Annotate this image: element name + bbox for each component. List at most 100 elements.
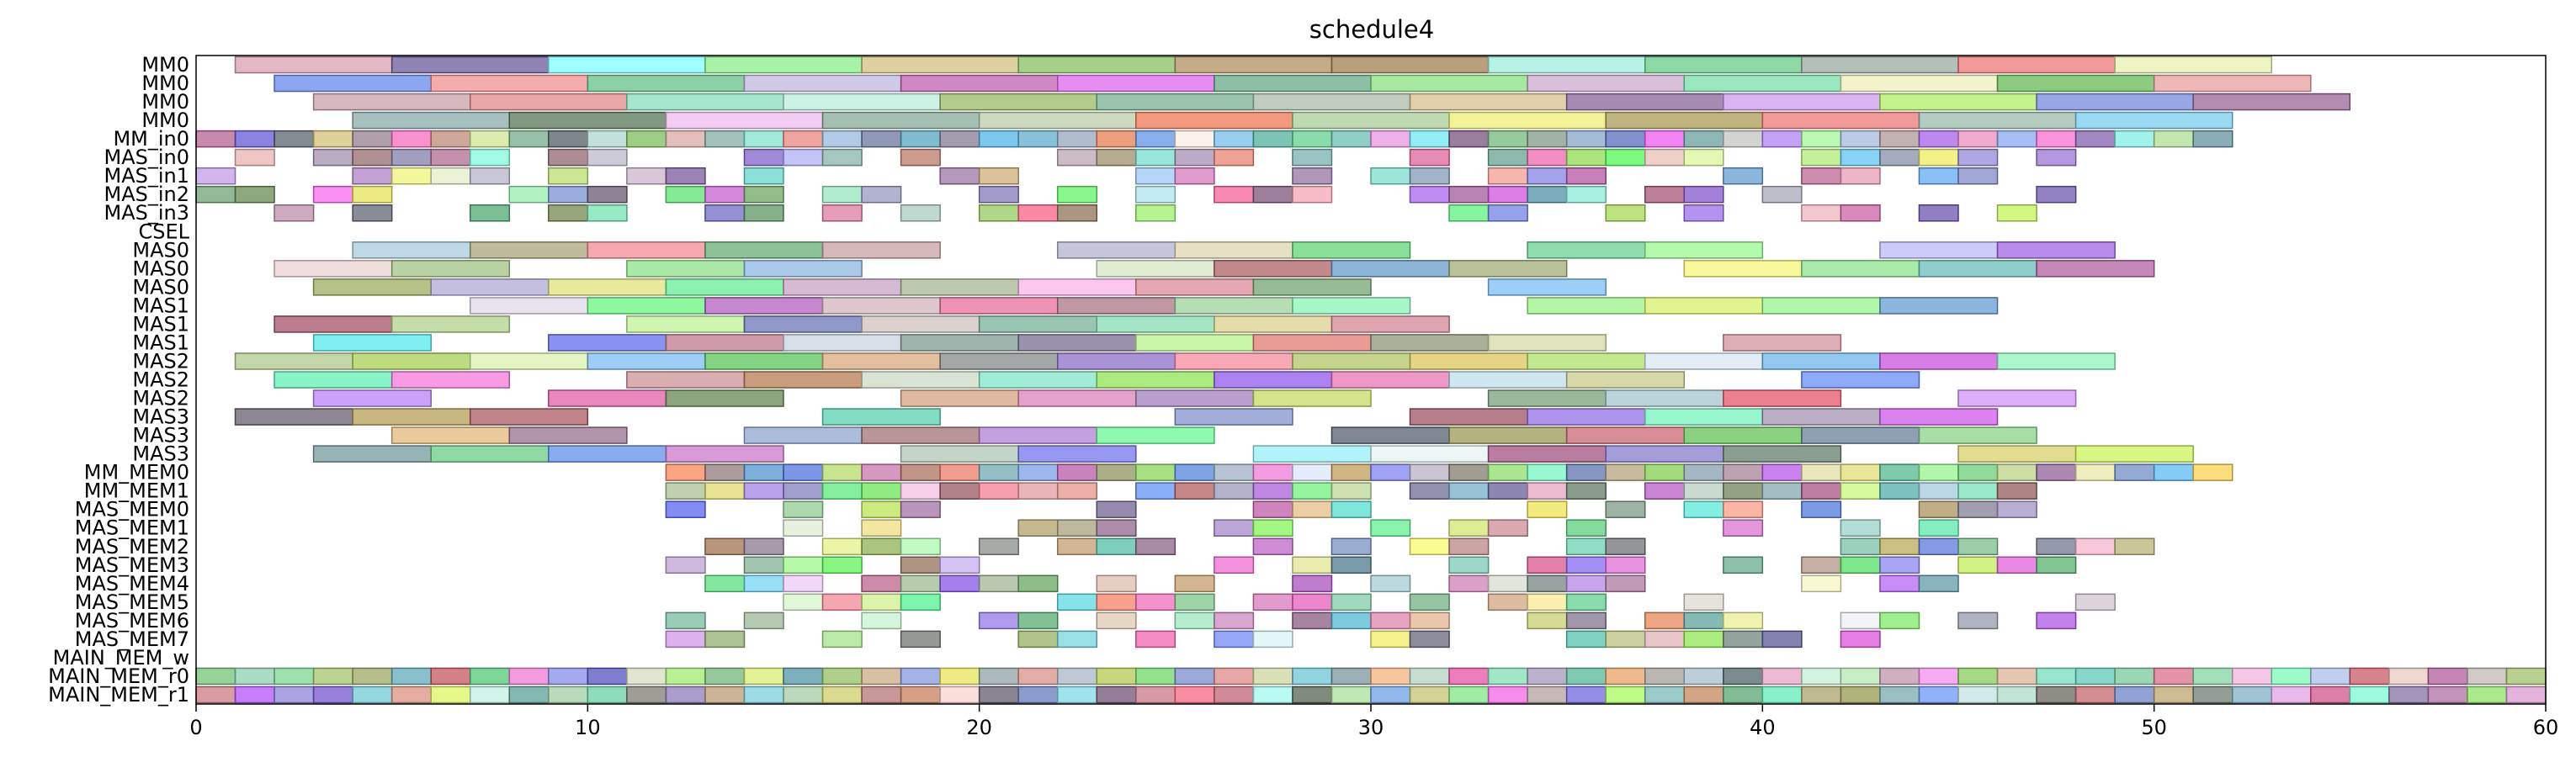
task-bar bbox=[900, 574, 941, 593]
task-bar bbox=[1135, 593, 1176, 611]
task-bar bbox=[861, 574, 902, 593]
task-bar bbox=[1135, 537, 1176, 556]
task-bar bbox=[978, 686, 1019, 704]
task-bar bbox=[1135, 482, 1176, 500]
row-label: MAS0 bbox=[132, 257, 189, 280]
task-bar bbox=[1918, 537, 1959, 556]
task-bar bbox=[1214, 556, 1255, 574]
task-bar bbox=[352, 408, 471, 426]
task-bar bbox=[508, 130, 550, 148]
task-bar bbox=[1723, 334, 1842, 352]
task-bar bbox=[861, 315, 980, 333]
task-bar bbox=[1448, 667, 1490, 686]
task-bar bbox=[1135, 463, 1176, 481]
task-bar bbox=[1644, 352, 1764, 370]
task-bar bbox=[900, 500, 941, 518]
task-bar bbox=[1527, 500, 1568, 518]
task-bar bbox=[2231, 686, 2273, 704]
task-bar bbox=[234, 408, 353, 426]
task-bar bbox=[352, 167, 393, 185]
task-bar bbox=[743, 463, 784, 481]
task-bar bbox=[939, 297, 1059, 315]
task-bar bbox=[978, 463, 1019, 481]
task-bar bbox=[1761, 111, 1920, 130]
task-bar bbox=[626, 686, 667, 704]
task-bar bbox=[1487, 334, 1607, 352]
row-label: MAS3 bbox=[132, 405, 189, 429]
task-bar bbox=[1996, 352, 2116, 370]
task-bar bbox=[2036, 260, 2155, 278]
task-bar bbox=[1723, 500, 1764, 518]
task-bar bbox=[1565, 463, 1607, 481]
task-bar bbox=[1448, 371, 1568, 389]
task-bar bbox=[1761, 463, 1803, 481]
task-bar bbox=[2271, 686, 2312, 704]
task-bar bbox=[508, 185, 550, 204]
task-bar bbox=[1605, 463, 1646, 481]
task-bar bbox=[1879, 574, 1920, 593]
row-label: MAS0 bbox=[132, 238, 189, 262]
task-bar bbox=[900, 130, 941, 148]
task-bar bbox=[430, 130, 471, 148]
task-bar bbox=[1801, 686, 1842, 704]
task-bar bbox=[2467, 667, 2508, 686]
task-bar bbox=[2388, 686, 2430, 704]
task-bar bbox=[1565, 482, 1607, 500]
task-bar bbox=[587, 686, 628, 704]
task-bar bbox=[1135, 686, 1176, 704]
task-bar bbox=[312, 278, 432, 296]
task-bar bbox=[1252, 463, 1293, 481]
task-bar bbox=[1565, 93, 1724, 111]
task-bar bbox=[1174, 574, 1215, 593]
row-label: MAS3 bbox=[132, 424, 189, 447]
task-bar bbox=[2153, 130, 2194, 148]
task-bar bbox=[861, 537, 902, 556]
task-bar bbox=[1330, 130, 1372, 148]
task-bar bbox=[1370, 130, 1411, 148]
task-bar bbox=[1761, 686, 1803, 704]
task-bar bbox=[1214, 630, 1255, 648]
task-bar bbox=[821, 593, 863, 611]
row-label: CSEL bbox=[138, 220, 189, 243]
task-bar bbox=[821, 686, 863, 704]
task-bar bbox=[783, 482, 824, 500]
row-label: MM0 bbox=[141, 109, 189, 132]
task-bar bbox=[1996, 686, 2037, 704]
task-bar bbox=[1448, 130, 1490, 148]
task-bar bbox=[1644, 611, 1686, 630]
task-bar bbox=[783, 556, 824, 574]
task-bar bbox=[900, 74, 1059, 93]
x-tick-label: 50 bbox=[2141, 716, 2167, 739]
task-bar bbox=[430, 74, 589, 93]
task-bar bbox=[1252, 130, 1293, 148]
task-bar bbox=[978, 537, 1019, 556]
task-bar bbox=[1370, 667, 1411, 686]
task-bar bbox=[1801, 426, 1920, 444]
row-label: MAS3 bbox=[132, 442, 189, 466]
task-bar bbox=[1370, 611, 1411, 630]
task-bar bbox=[1879, 556, 1920, 574]
task-bar bbox=[1723, 519, 1764, 537]
task-bar bbox=[939, 352, 1059, 370]
task-bar bbox=[508, 667, 550, 686]
task-bar bbox=[1957, 445, 2077, 463]
task-bar bbox=[743, 148, 784, 167]
task-bar bbox=[1487, 185, 1528, 204]
task-bar bbox=[469, 352, 589, 370]
task-bar bbox=[1252, 686, 1293, 704]
task-bar bbox=[626, 315, 746, 333]
task-bar bbox=[1017, 278, 1137, 296]
task-bar bbox=[704, 56, 863, 74]
task-bar bbox=[1683, 74, 1842, 93]
task-bar bbox=[1174, 297, 1293, 315]
task-bar bbox=[587, 352, 706, 370]
task-bar bbox=[626, 130, 667, 148]
task-bar bbox=[665, 686, 706, 704]
task-bar bbox=[1330, 500, 1372, 518]
task-bar bbox=[665, 667, 706, 686]
task-bar bbox=[1292, 611, 1333, 630]
task-bar bbox=[1096, 371, 1215, 389]
task-bar bbox=[1879, 408, 1999, 426]
task-bar bbox=[783, 593, 824, 611]
